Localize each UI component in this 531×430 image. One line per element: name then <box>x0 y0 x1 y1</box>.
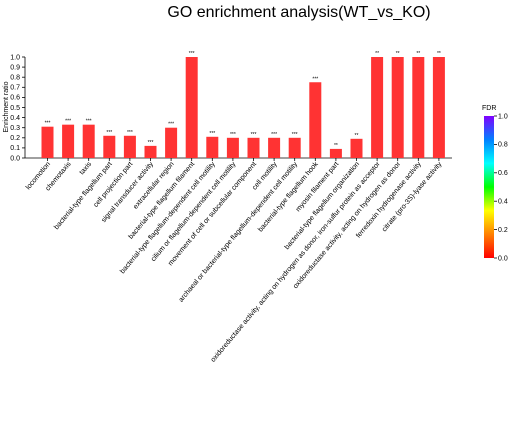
significance-label: *** <box>45 121 51 127</box>
significance-label: *** <box>271 132 277 138</box>
significance-label: ** <box>375 51 379 57</box>
y-tick-label: 0.2 <box>10 135 20 142</box>
y-tick-label: 0.8 <box>10 75 20 82</box>
y-tick-label: 0.0 <box>10 155 20 162</box>
bar-series <box>41 57 445 161</box>
bar <box>329 148 342 158</box>
bar <box>268 137 281 158</box>
significance-label: *** <box>251 132 257 138</box>
significance-label: ** <box>396 51 400 57</box>
y-tick-label: 0.7 <box>10 85 20 92</box>
y-tick-label: 0.3 <box>10 125 20 132</box>
significance-label: *** <box>189 51 195 57</box>
significance-label: *** <box>86 119 92 125</box>
x-tick-label: cell projection part <box>93 161 135 209</box>
bar <box>103 135 116 158</box>
significance-label: *** <box>106 130 112 136</box>
significance-label: *** <box>292 132 298 138</box>
significance-label: *** <box>127 130 133 136</box>
bar <box>371 57 384 158</box>
bar <box>41 126 54 158</box>
significance-label: *** <box>312 76 318 82</box>
significance-label: *** <box>230 132 236 138</box>
significance-label: ** <box>437 51 441 57</box>
legend-tick-label: 0.2 <box>498 227 508 234</box>
bar <box>185 57 198 158</box>
legend-tick-label: 0.6 <box>498 170 508 177</box>
legend-tick-label: 0.0 <box>498 255 508 262</box>
bar <box>309 82 322 158</box>
bar <box>288 137 301 158</box>
x-tick-label: bacterial-type flagellum organization <box>284 161 361 251</box>
significance-label: ** <box>355 133 359 139</box>
legend-tick-label: 0.8 <box>498 142 508 149</box>
significance-label: ** <box>334 143 338 149</box>
bar <box>432 57 445 158</box>
significance-label: *** <box>168 122 174 128</box>
y-tick-label: 0.9 <box>10 64 20 71</box>
y-tick-label: 1.0 <box>10 54 20 61</box>
bar <box>412 57 425 158</box>
legend-colorbar <box>484 116 494 258</box>
legend-tick-label: 0.4 <box>498 199 508 206</box>
y-tick-label: 0.6 <box>10 95 20 102</box>
significance-label: *** <box>65 119 71 125</box>
bar <box>123 135 136 158</box>
bar <box>206 136 219 158</box>
legend-title: FDR <box>482 105 496 112</box>
x-tick-label: taxis <box>79 160 94 176</box>
fdr-legend: FDR 0.0 0.2 0.4 0.6 0.8 1.0 <box>482 105 508 262</box>
y-tick-label: 0.1 <box>10 145 20 152</box>
y-tick-label: 0.5 <box>10 105 20 112</box>
y-axis-ticks: 0.0 0.1 0.2 0.3 0.4 0.5 0.6 0.7 0.8 0.9 1.0 <box>10 54 25 162</box>
significance-labels: *** *** ****** *************** *** *** *** ****… <box>45 51 441 149</box>
bar <box>144 145 157 158</box>
bar <box>82 124 95 158</box>
chart-title: GO enrichment analysis(WT_vs_KO) <box>167 4 430 21</box>
x-tick-label: bacterial-type flagellum-dependent cell … <box>119 160 217 275</box>
bar <box>226 137 239 158</box>
significance-label: ** <box>416 51 420 57</box>
significance-label: *** <box>209 131 215 137</box>
bar <box>247 137 260 158</box>
legend-tick-label: 1.0 <box>498 113 508 120</box>
legend-ticks: 0.0 0.2 0.4 0.6 0.8 1.0 <box>494 113 508 262</box>
bar <box>165 127 178 158</box>
bar <box>350 138 363 158</box>
y-tick-label: 0.4 <box>10 115 20 122</box>
bar <box>62 124 75 158</box>
significance-label: *** <box>148 140 154 146</box>
y-axis-label: Enrichment ratio <box>3 81 10 132</box>
bar <box>391 57 404 158</box>
